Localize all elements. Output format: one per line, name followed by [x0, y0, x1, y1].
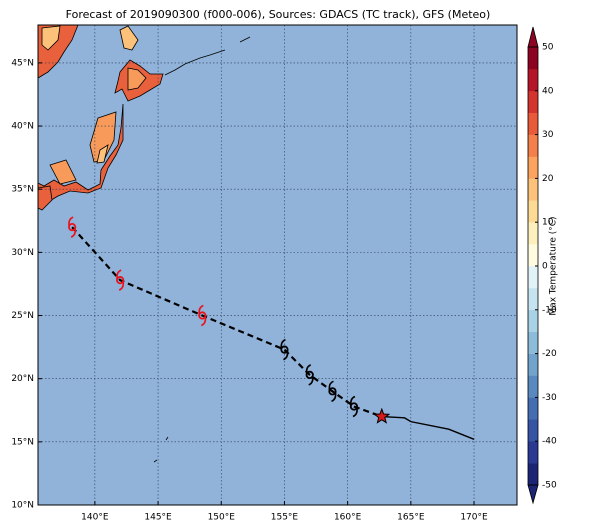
colorbar-segment — [528, 441, 538, 464]
x-tick-label: 170°E — [460, 513, 488, 523]
colorbar-tick-label: -40 — [542, 437, 557, 447]
storm-arm — [198, 304, 204, 315]
storm-eye — [198, 311, 207, 320]
storm-eye — [328, 387, 337, 396]
colorbar-segment — [528, 419, 538, 442]
colorbar-extend — [527, 26, 539, 48]
storm-arm — [331, 392, 337, 403]
colorbar-tick-label: 40 — [542, 86, 554, 96]
colorbar-tick-label: 50 — [542, 43, 554, 53]
current-position — [373, 407, 391, 424]
storm-arm — [200, 316, 207, 327]
storm-arm — [280, 338, 286, 349]
colorbar-segment — [528, 353, 538, 376]
y-tick-label: 30°N — [11, 248, 34, 258]
storm-arm — [283, 350, 289, 361]
storm-symbol — [280, 338, 289, 361]
storm-arm — [328, 380, 334, 391]
colorbar-tick-label: 30 — [542, 130, 554, 140]
colorbar-segment — [528, 266, 538, 289]
storm-arm — [308, 375, 314, 386]
storm-eye — [68, 223, 77, 232]
storm-arm — [118, 281, 125, 291]
y-tick-label: 10°N — [11, 501, 34, 511]
colorbar-tick-label: -50 — [542, 481, 557, 491]
storm-eye — [280, 345, 289, 354]
x-tick-label: 160°E — [334, 513, 362, 523]
colorbar-extend — [527, 484, 539, 505]
storm-arm — [305, 364, 312, 375]
colorbar-tick-label: 20 — [542, 174, 554, 184]
colorbar-segment — [528, 68, 538, 92]
colorbar-segment — [528, 112, 538, 135]
forecast-line — [381, 415, 475, 440]
colorbar-segment — [528, 222, 538, 245]
colorbar-segment — [528, 309, 538, 332]
colorbar-tick-label: 10 — [542, 218, 554, 228]
map-frame — [37, 24, 518, 506]
storm-symbol — [198, 304, 207, 327]
storm-symbol — [349, 395, 359, 418]
colorbar-tick-label: 0 — [542, 262, 548, 272]
colorbar-segment — [528, 134, 538, 157]
land — [37, 24, 251, 463]
colorbar-tick-label: -20 — [542, 349, 557, 359]
colorbar-segment — [528, 463, 538, 486]
y-tick-label: 20°N — [11, 374, 34, 384]
colorbar-segment — [528, 90, 538, 113]
x-tick-label: 140°E — [81, 513, 109, 523]
colorbar-tick-label: -30 — [542, 393, 557, 403]
storm-symbol — [328, 380, 337, 403]
x-tick-label: 155°E — [271, 513, 299, 523]
x-tick-label: 165°E — [397, 513, 425, 523]
colorbar-segment — [528, 375, 538, 398]
colorbar-tick-label: -10 — [542, 305, 557, 315]
x-tick-label: 145°E — [144, 513, 172, 523]
storm-arm — [350, 395, 356, 406]
y-tick-label: 40°N — [11, 122, 34, 132]
ocean — [38, 25, 517, 505]
y-tick-label: 15°N — [11, 437, 34, 447]
colorbar-segment — [528, 397, 538, 420]
y-tick-label: 35°N — [11, 185, 34, 195]
storm-symbol — [305, 364, 314, 386]
y-tick-label: 45°N — [11, 58, 34, 68]
storm-arm — [68, 216, 74, 227]
colorbar-segment — [528, 287, 538, 311]
storm-eye — [116, 276, 125, 285]
title: Forecast of 2019090300 (f000-006), Sourc… — [66, 8, 491, 21]
storm-symbol — [116, 269, 125, 291]
colorbar-label: Max Temperature (°C) — [549, 216, 559, 315]
storm-arm — [116, 269, 122, 280]
storm-arm — [352, 407, 358, 418]
colorbar-segment — [528, 178, 538, 201]
colorbar-segment — [528, 156, 538, 179]
colorbar-segment — [528, 244, 538, 267]
storm-arm — [70, 227, 77, 238]
storm-symbol — [68, 216, 77, 238]
storm-eye — [349, 402, 359, 411]
colorbar-segment — [528, 200, 538, 223]
storm-eye — [305, 370, 314, 379]
x-tick-label: 150°E — [208, 513, 236, 523]
colorbar-segment — [528, 331, 538, 354]
colorbar-segment — [528, 47, 538, 70]
y-tick-label: 25°N — [11, 311, 34, 321]
